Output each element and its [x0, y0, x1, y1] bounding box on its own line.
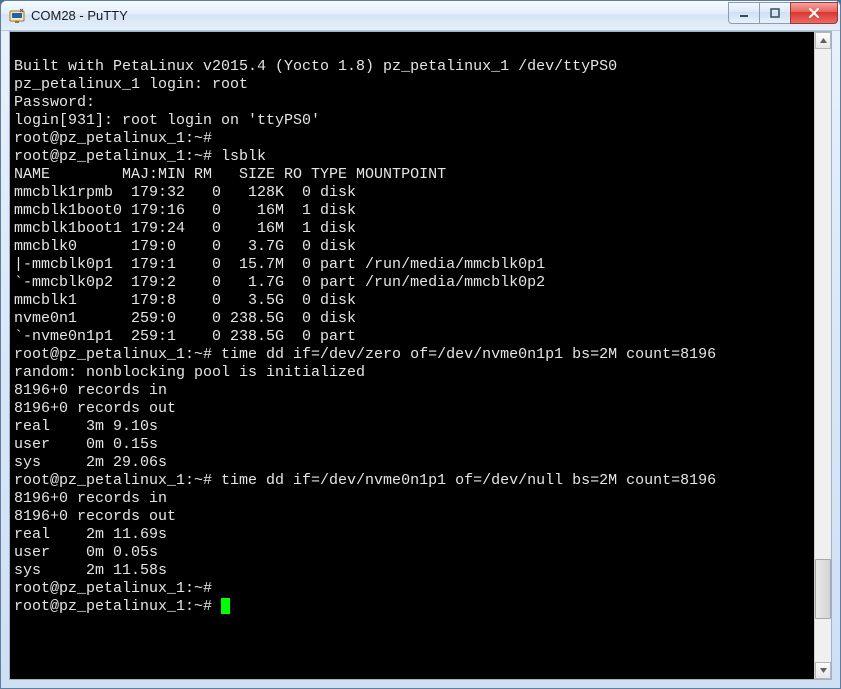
- terminal-line: `-mmcblk0p2 179:2 0 1.7G 0 part /run/med…: [14, 274, 810, 292]
- window-controls: [729, 2, 838, 24]
- terminal-line: root@pz_petalinux_1:~# lsblk: [14, 148, 810, 166]
- terminal-line: root@pz_petalinux_1:~#: [14, 130, 810, 148]
- terminal-line: [14, 40, 810, 58]
- terminal-line: nvme0n1 259:0 0 238.5G 0 disk: [14, 310, 810, 328]
- terminal-line: real 2m 11.69s: [14, 526, 810, 544]
- terminal-line: 8196+0 records out: [14, 508, 810, 526]
- terminal-line: random: nonblocking pool is initialized: [14, 364, 810, 382]
- terminal-line: 8196+0 records in: [14, 490, 810, 508]
- terminal-line: pz_petalinux_1 login: root: [14, 76, 810, 94]
- terminal-line: Built with PetaLinux v2015.4 (Yocto 1.8)…: [14, 58, 810, 76]
- terminal[interactable]: Built with PetaLinux v2015.4 (Yocto 1.8)…: [10, 32, 814, 679]
- terminal-line: 8196+0 records in: [14, 382, 810, 400]
- terminal-line: mmcblk1 179:8 0 3.5G 0 disk: [14, 292, 810, 310]
- terminal-line: real 3m 9.10s: [14, 418, 810, 436]
- window-title: COM28 - PuTTY: [31, 8, 729, 23]
- terminal-line: root@pz_petalinux_1:~#: [14, 598, 810, 616]
- scroll-track[interactable]: [815, 49, 831, 662]
- vertical-scrollbar[interactable]: [814, 32, 831, 679]
- terminal-line: user 0m 0.15s: [14, 436, 810, 454]
- terminal-output: Built with PetaLinux v2015.4 (Yocto 1.8)…: [14, 40, 810, 616]
- scroll-down-button[interactable]: [815, 662, 831, 679]
- close-button[interactable]: [790, 2, 838, 24]
- terminal-line: `-nvme0n1p1 259:1 0 238.5G 0 part: [14, 328, 810, 346]
- terminal-line: Password:: [14, 94, 810, 112]
- terminal-line: sys 2m 11.58s: [14, 562, 810, 580]
- putty-icon: [9, 8, 25, 24]
- terminal-line: root@pz_petalinux_1:~# time dd if=/dev/n…: [14, 472, 810, 490]
- terminal-line: sys 2m 29.06s: [14, 454, 810, 472]
- terminal-line: |-mmcblk0p1 179:1 0 15.7M 0 part /run/me…: [14, 256, 810, 274]
- terminal-line: user 0m 0.05s: [14, 544, 810, 562]
- terminal-line: root@pz_petalinux_1:~# time dd if=/dev/z…: [14, 346, 810, 364]
- terminal-line: root@pz_petalinux_1:~#: [14, 580, 810, 598]
- terminal-line: login[931]: root login on 'ttyPS0': [14, 112, 810, 130]
- terminal-line: NAME MAJ:MIN RM SIZE RO TYPE MOUNTPOINT: [14, 166, 810, 184]
- client-area: Built with PetaLinux v2015.4 (Yocto 1.8)…: [9, 31, 832, 680]
- terminal-line: mmcblk1boot0 179:16 0 16M 1 disk: [14, 202, 810, 220]
- scroll-thumb[interactable]: [815, 559, 831, 619]
- terminal-line: mmcblk1rpmb 179:32 0 128K 0 disk: [14, 184, 810, 202]
- titlebar[interactable]: COM28 - PuTTY: [1, 1, 840, 31]
- terminal-cursor: [221, 598, 230, 614]
- maximize-button[interactable]: [759, 2, 791, 24]
- terminal-line: 8196+0 records out: [14, 400, 810, 418]
- terminal-line: mmcblk0 179:0 0 3.7G 0 disk: [14, 238, 810, 256]
- terminal-line: mmcblk1boot1 179:24 0 16M 1 disk: [14, 220, 810, 238]
- minimize-button[interactable]: [728, 2, 760, 24]
- scroll-up-button[interactable]: [815, 32, 831, 49]
- putty-window: COM28 - PuTTY Built with PetaLinux v2015…: [0, 0, 841, 689]
